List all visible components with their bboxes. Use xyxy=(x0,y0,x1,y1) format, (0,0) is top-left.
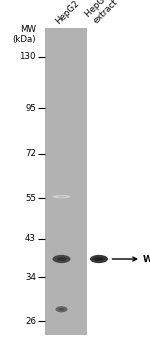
Ellipse shape xyxy=(58,308,65,311)
Text: 34: 34 xyxy=(25,273,36,282)
Text: 72: 72 xyxy=(25,149,36,158)
Text: HepG2: HepG2 xyxy=(54,0,81,26)
Text: HepG2 nuclear
extract: HepG2 nuclear extract xyxy=(84,0,143,26)
Ellipse shape xyxy=(94,257,104,261)
Text: (kDa): (kDa) xyxy=(12,36,36,45)
Ellipse shape xyxy=(52,255,70,263)
Ellipse shape xyxy=(90,255,108,263)
Text: 130: 130 xyxy=(20,52,36,61)
Text: WDR5: WDR5 xyxy=(142,255,150,264)
Text: 95: 95 xyxy=(25,104,36,113)
Text: 26: 26 xyxy=(25,317,36,326)
Bar xyxy=(45,28,87,335)
Ellipse shape xyxy=(57,196,66,197)
Text: 43: 43 xyxy=(25,234,36,243)
Ellipse shape xyxy=(56,306,68,312)
Text: 55: 55 xyxy=(25,194,36,203)
Text: MW: MW xyxy=(20,25,36,34)
Ellipse shape xyxy=(57,257,66,261)
Ellipse shape xyxy=(52,195,70,198)
